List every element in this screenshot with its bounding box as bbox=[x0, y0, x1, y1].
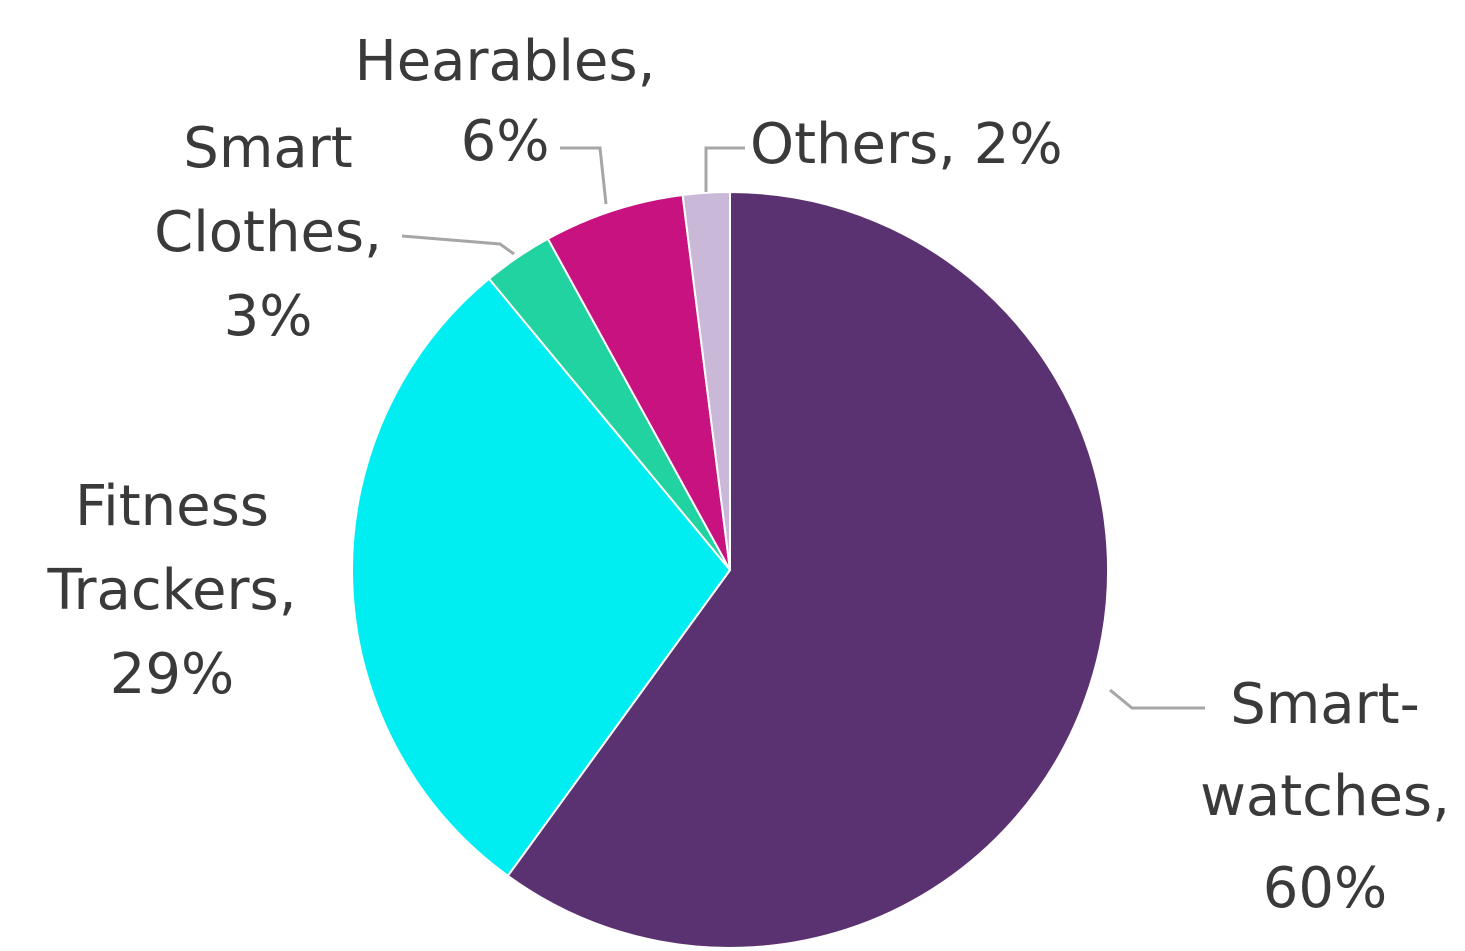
slice-label-line: Smart bbox=[183, 116, 352, 181]
leader-lines bbox=[401, 146, 1205, 710]
leader-line-0 bbox=[1109, 688, 1205, 710]
slice-label-line: Smart- bbox=[1230, 672, 1420, 737]
leader-line-2 bbox=[401, 234, 515, 256]
slice-label-line: 6% bbox=[461, 109, 550, 174]
slice-label-4: Others, 2% bbox=[750, 112, 1063, 177]
pie-slices bbox=[351, 190, 1109, 949]
slice-label-line: Trackers, bbox=[47, 558, 297, 623]
slice-labels: Smart-watches, 60% Fitness Trackers, 29% Smar… bbox=[47, 29, 1450, 921]
pie-slice-0 bbox=[506, 190, 1109, 949]
pie-slice-4 bbox=[681, 190, 731, 571]
leader-line-3 bbox=[560, 146, 608, 205]
slice-label-line: 3% bbox=[224, 284, 313, 349]
pie-slice-1 bbox=[351, 277, 732, 878]
slice-label-line: Clothes, bbox=[154, 200, 382, 265]
slice-label-line: Hearables, bbox=[355, 29, 656, 94]
slice-label-2: Smart Clothes, 3% bbox=[154, 116, 382, 349]
slice-label-3: Hearables, 6% bbox=[355, 29, 656, 174]
pie-slice-3 bbox=[546, 193, 731, 571]
slice-label-0: Smart-watches, 60% bbox=[1200, 672, 1450, 921]
slice-label-line: watches, bbox=[1200, 764, 1450, 829]
slice-label-line: 60% bbox=[1263, 856, 1387, 921]
slice-label-line: Others, 2% bbox=[750, 112, 1063, 177]
slice-label-line: Fitness bbox=[75, 474, 269, 539]
leader-line-4 bbox=[704, 146, 745, 192]
slice-label-1: Fitness Trackers, 29% bbox=[47, 474, 297, 707]
slice-label-line: 29% bbox=[110, 642, 234, 707]
